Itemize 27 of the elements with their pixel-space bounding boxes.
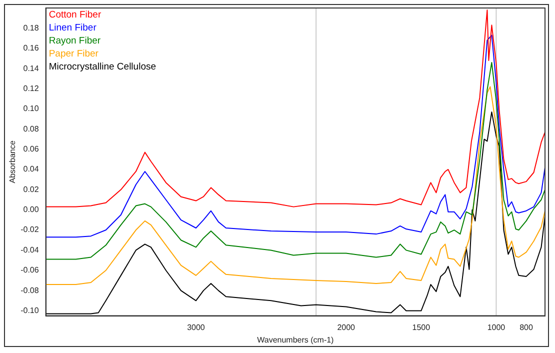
x-tick-label: 1500 (412, 322, 431, 332)
y-tick-label: -0.04 (20, 245, 40, 254)
y-tick-label: 0.12 (23, 84, 40, 93)
y-tick-label: 0.00 (23, 205, 40, 214)
x-tick-label: 3000 (187, 322, 206, 332)
text: Rayon Fiber (48, 35, 101, 46)
text: Microcrystalline Cellulose (48, 61, 156, 72)
y-tick-label: 0.10 (23, 104, 40, 114)
y-tick-label: 0.02 (23, 184, 40, 194)
text: Cotton Fiber (48, 9, 102, 20)
y-tick-label: 0.04 (23, 164, 40, 174)
y-tick-label: 0.18 (23, 23, 40, 32)
y-tick-label: -0.02 (20, 225, 40, 234)
x-tick-label: 2000 (337, 322, 356, 332)
y-tick-label: 0.06 (23, 144, 40, 154)
x-tick-label: 800 (520, 322, 534, 332)
y-tick-label: -0.06 (20, 266, 40, 275)
x-tick-label: 1000 (487, 322, 506, 332)
y-tick-label: 0.16 (23, 44, 40, 53)
y-tick-label: 0.08 (23, 124, 40, 134)
x-axis-title: Wavenumbers (cm-1) (257, 335, 334, 344)
y-tick-label: -0.08 (20, 286, 40, 295)
text: Paper Fiber (48, 48, 98, 60)
y-axis-title: Absorbance (8, 140, 18, 184)
text: Linen Fiber (48, 22, 96, 34)
y-tick-label: 0.14 (23, 64, 40, 73)
y-tick-label: -0.10 (20, 306, 40, 315)
